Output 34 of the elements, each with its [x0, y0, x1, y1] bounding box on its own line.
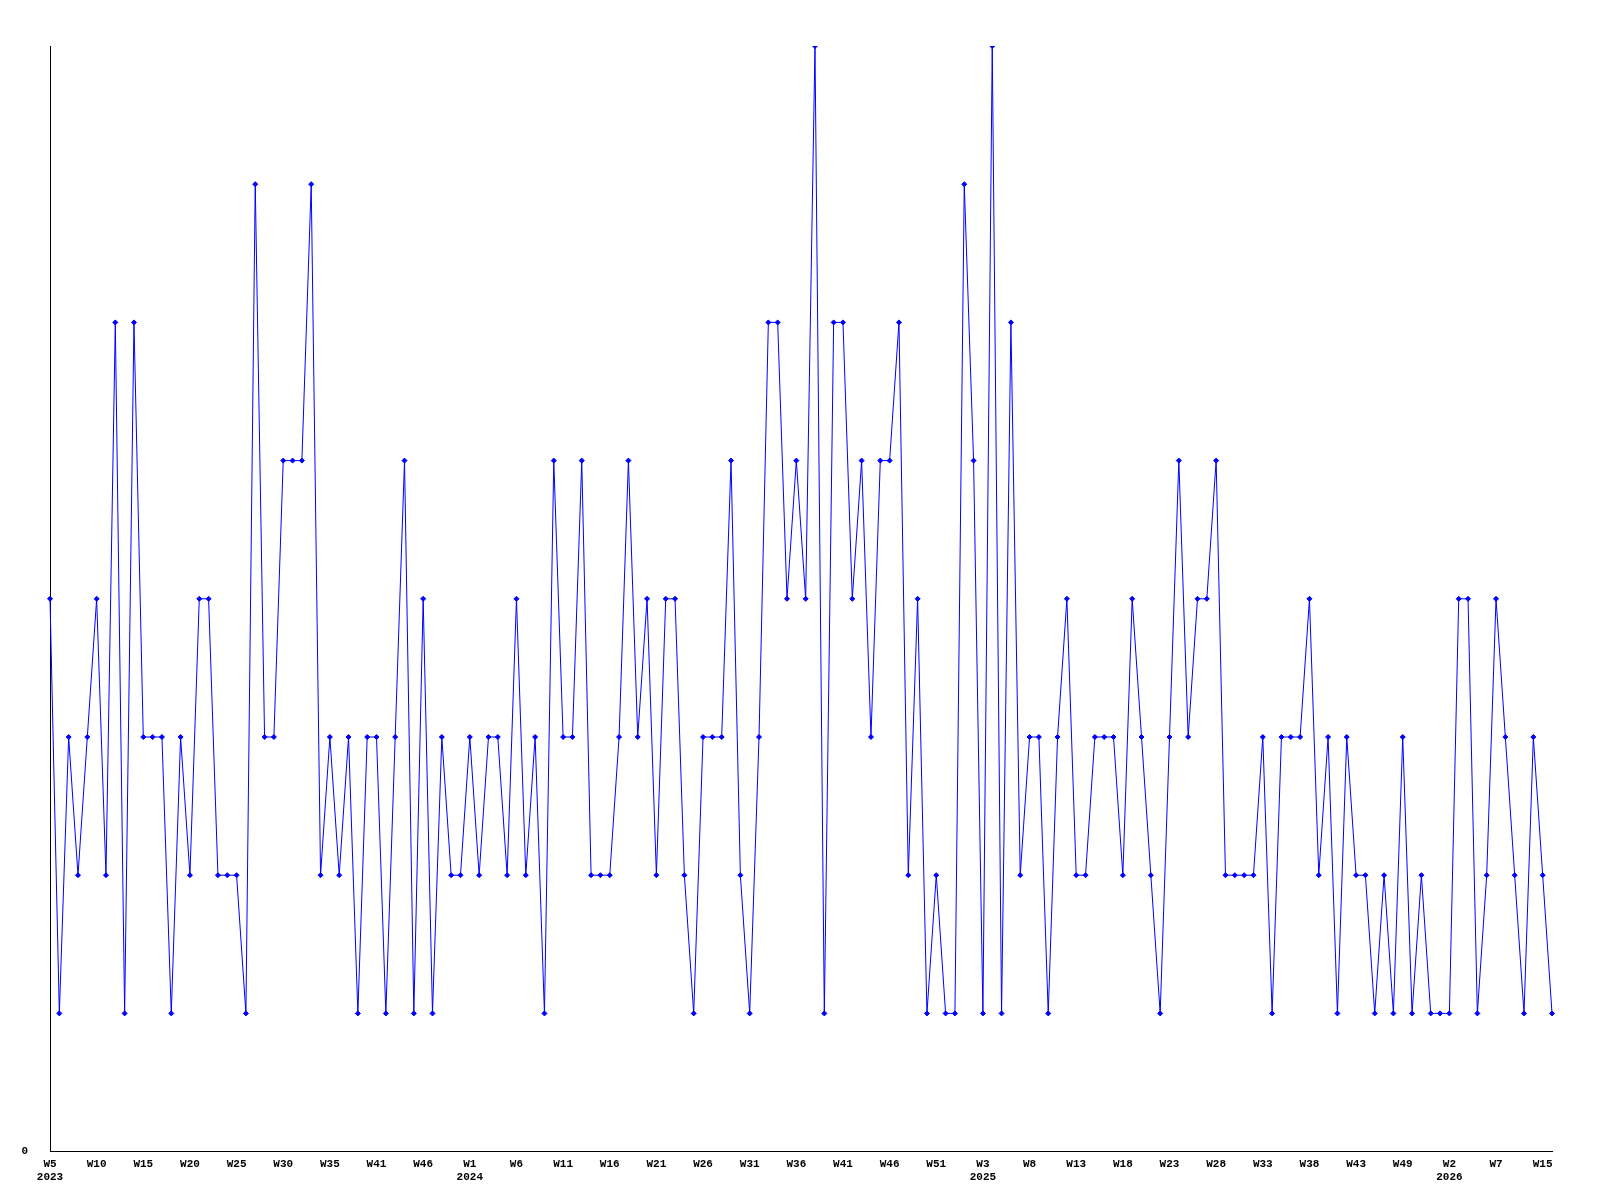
- x-tick-label: W41: [366, 1157, 387, 1170]
- text: 0: [21, 1145, 28, 1158]
- x-tick-label: W41: [833, 1157, 854, 1170]
- x-tick-label: W2 2026: [1436, 1157, 1463, 1184]
- x-tick-label: W16: [599, 1157, 620, 1170]
- x-tick-label: W15: [133, 1157, 154, 1170]
- x-tick-label: W26: [693, 1157, 713, 1170]
- x-tick-label: W51: [926, 1157, 947, 1170]
- x-tick-label: W18: [1112, 1157, 1134, 1170]
- x-tick-label: W7: [1489, 1157, 1503, 1170]
- x-tick-label: W5 2023: [36, 1157, 64, 1184]
- x-tick-label: W43: [1346, 1157, 1367, 1170]
- x-tick-label: W6: [509, 1157, 524, 1170]
- x-tick-label: W23: [1159, 1157, 1180, 1170]
- x-tick-label: W13: [1066, 1157, 1087, 1170]
- x-tick-label: W30: [273, 1157, 294, 1170]
- x-tick-label: W20: [180, 1157, 200, 1170]
- x-tick-label: W1 2024: [456, 1157, 484, 1184]
- x-tick-label: W28: [1206, 1157, 1227, 1170]
- x-tick-label: W46: [413, 1157, 434, 1170]
- x-tick-label: W11: [553, 1157, 574, 1170]
- x-tick-label: W21: [646, 1157, 667, 1170]
- x-tick-label: W31: [739, 1157, 760, 1170]
- x-tick-label: W25: [226, 1157, 247, 1170]
- x-tick-label: W46: [879, 1157, 900, 1170]
- x-tick-label: W49: [1392, 1157, 1413, 1170]
- x-tick-label: W35: [319, 1157, 341, 1170]
- x-tick-label: W3 2025: [969, 1157, 997, 1184]
- x-tick-label: W38: [1299, 1157, 1320, 1170]
- x-tick-label: W15: [1532, 1157, 1553, 1170]
- x-tick-label: W36: [786, 1157, 807, 1170]
- x-tick-label: W10: [86, 1157, 107, 1170]
- x-tick-label: W8: [1022, 1157, 1037, 1170]
- x-tick-label: W33: [1252, 1157, 1274, 1170]
